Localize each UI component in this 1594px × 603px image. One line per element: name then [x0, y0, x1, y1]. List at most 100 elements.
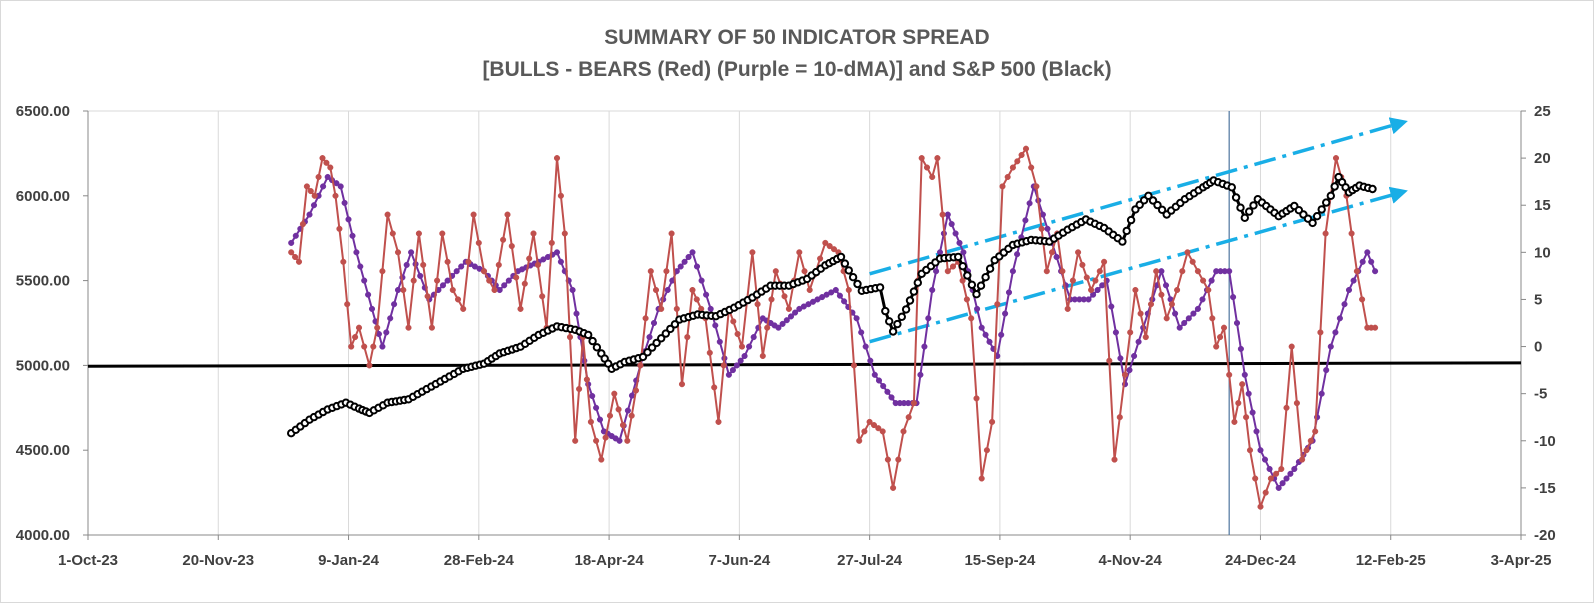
spread-10dma-point: [698, 277, 705, 284]
spread-10dma-point: [921, 343, 928, 350]
spread-10dma-point: [1190, 310, 1197, 317]
spread-point: [1278, 465, 1285, 473]
spread-point: [439, 230, 446, 237]
spread-10dma-series: [288, 173, 1379, 491]
spread-point: [1252, 475, 1259, 482]
spread-10dma-point: [616, 437, 623, 444]
spread-10dma-point: [1323, 367, 1330, 374]
spread-10dma-point: [1261, 456, 1269, 463]
y-right-tick-label: 25: [1534, 103, 1551, 120]
spread-point: [576, 385, 583, 393]
spread-point: [366, 362, 373, 369]
spread-10dma-point: [737, 357, 744, 364]
spread-point: [1303, 447, 1310, 454]
spread-point: [292, 253, 299, 261]
sp500-point: [661, 329, 670, 338]
spread-10dma-point: [444, 277, 451, 284]
spread-point: [332, 192, 339, 199]
spread-10dma-point: [750, 334, 757, 341]
spread-10dma-point: [1287, 470, 1294, 477]
sp500-point: [1245, 207, 1254, 216]
spread-point: [1220, 324, 1228, 331]
spread-point: [1353, 268, 1360, 275]
sp500-series: [287, 172, 1377, 438]
spread-10dma-point: [1014, 251, 1021, 258]
spread-point: [684, 334, 691, 341]
y-left-tick-label: 6500.00: [16, 103, 70, 120]
y-right-tick-label: 20: [1534, 150, 1551, 167]
spread-10dma-point: [288, 239, 295, 246]
spread-10dma-point: [783, 317, 790, 324]
x-tick-label: 7-Jun-24: [709, 552, 771, 569]
spread-point: [768, 296, 775, 303]
y-axis-left-tick-labels: 4000.00 4500.00 5000.00 5500.00 6000.00 6500.…: [16, 103, 70, 544]
spread-10dma-point: [841, 298, 848, 305]
spread-10dma-point: [712, 322, 719, 329]
spread-10dma-point: [1233, 319, 1241, 327]
spread-point: [845, 286, 852, 294]
spread-point: [389, 230, 396, 237]
spread-point: [968, 315, 975, 322]
spread-point: [428, 324, 435, 331]
spread-point: [715, 418, 722, 425]
sp500-point: [885, 317, 894, 326]
spread-10dma-point: [624, 407, 631, 414]
spread-point: [1184, 249, 1191, 256]
spread-point: [344, 301, 351, 308]
spread-10dma-point: [746, 343, 753, 350]
spread-point: [866, 418, 873, 425]
spread-point: [1092, 277, 1099, 284]
sp500-point: [643, 348, 652, 357]
x-tick-label: 15-Sep-24: [964, 552, 1036, 569]
spread-point: [379, 268, 386, 275]
spread-point: [1246, 447, 1254, 454]
spread-point: [1083, 274, 1090, 281]
spread-point: [587, 418, 594, 425]
spread-10dma-point: [337, 183, 344, 190]
spread-10dma-point: [1350, 277, 1357, 284]
spread-point: [759, 352, 766, 360]
spread-point: [1194, 268, 1201, 275]
spread-point: [994, 301, 1001, 308]
spread-point: [796, 249, 803, 256]
spread-point: [1283, 404, 1290, 411]
x-axis-tick-labels: 1-Oct-23 20-Nov-23 9-Jan-24 28-Feb-24 18-Apr…: [58, 552, 1551, 569]
spread-point: [615, 406, 622, 413]
sp500-point: [848, 273, 858, 282]
spread-10dma-point: [1241, 371, 1248, 378]
spread-point: [730, 318, 737, 325]
sp500-point: [909, 287, 919, 296]
spread-point: [415, 230, 422, 237]
spread-10dma-point: [875, 377, 883, 384]
y-left-tick-label: 5000.00: [16, 357, 70, 374]
spread-10dma-point: [458, 263, 465, 270]
spread-10dma-point: [956, 239, 963, 246]
spread-point: [1009, 164, 1016, 171]
spread-10dma-point: [685, 253, 692, 261]
sp500-point: [1317, 205, 1326, 214]
spread-point: [1174, 286, 1181, 294]
spread-point: [1158, 291, 1165, 298]
spread-10dma-point: [917, 371, 924, 378]
spread-10dma-point: [1053, 253, 1060, 261]
spread-point: [410, 277, 417, 284]
spread-point: [929, 173, 936, 181]
spread-point: [895, 456, 902, 463]
sp500-point: [1126, 215, 1136, 225]
spread-point: [323, 159, 330, 166]
spread-10dma-point: [501, 282, 508, 289]
spread-point: [652, 286, 660, 294]
spread-point: [1101, 258, 1108, 265]
spread-10dma-point: [1199, 296, 1206, 303]
spread-10dma-point: [703, 291, 710, 298]
spread-point: [884, 456, 891, 463]
spread-point: [348, 343, 355, 350]
spread-point: [1048, 249, 1056, 256]
spread-point: [939, 211, 946, 218]
spread-10dma-point: [1226, 268, 1233, 275]
spread-point: [817, 255, 824, 262]
spread-point: [1293, 400, 1300, 407]
spread-10dma-point: [944, 211, 951, 218]
spread-10dma-point: [1275, 484, 1282, 491]
spread-point: [319, 155, 326, 162]
